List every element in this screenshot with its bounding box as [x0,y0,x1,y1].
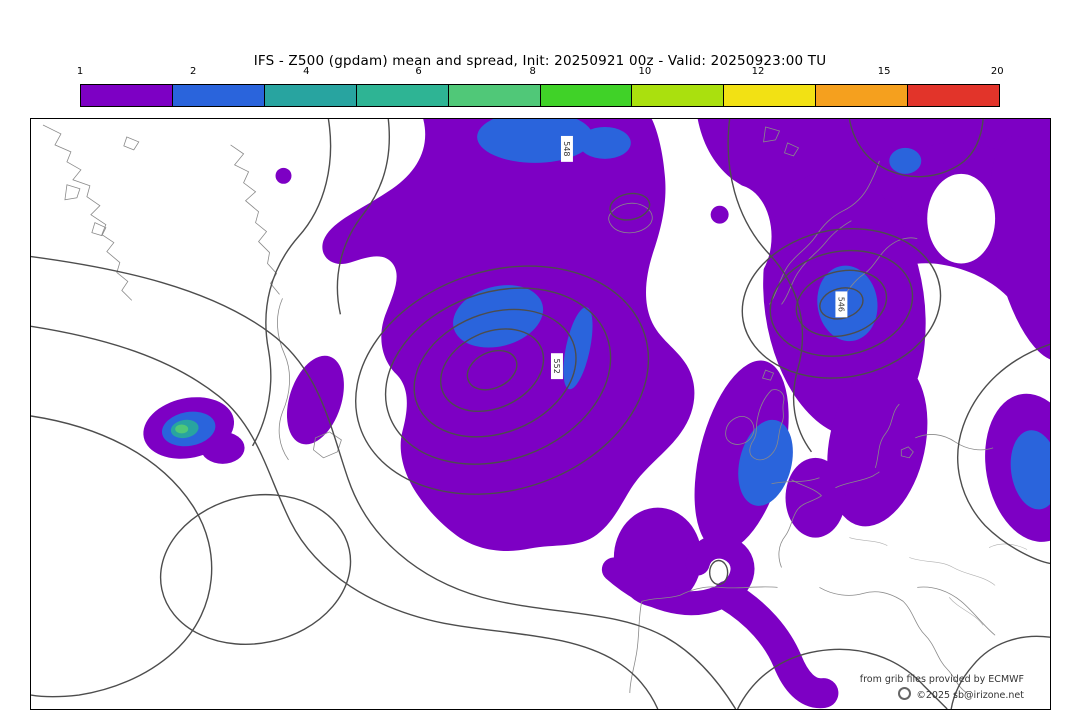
colorbar-cell-3 [356,85,449,106]
colorbar-cell-6 [632,85,725,106]
colorbar-cell-0 [81,85,173,106]
colorbar-cell-2 [264,85,357,106]
attribution-copyright: ©2025 sb@irizone.net [916,690,1024,702]
colorbar-cell-1 [172,85,265,106]
colorbar-cell-9 [908,85,1000,106]
colorbar-cell-5 [540,85,633,106]
svg-text:552: 552 [552,359,561,374]
colorbar-tick-2: 2 [189,66,197,77]
spread-fill-dot [710,205,729,224]
contour-labels: 548 552 546 [550,135,848,380]
height-contours [31,119,1050,709]
colorbar-tick-15: 15 [877,66,891,77]
colorbar-tick-12: 12 [751,66,765,77]
country-borders [849,537,1028,626]
colorbar-tick-8: 8 [529,66,536,77]
colorbar-tick-4: 4 [303,66,310,77]
colorbar-cell-7 [724,85,817,106]
svg-text:548: 548 [562,141,571,156]
colorbar-cell-8 [816,85,909,106]
contour-label-548: 548 [560,135,573,162]
spread-fill-6-8 [175,424,189,434]
map-frame: 548 552 546 from grib files provided by … [30,118,1051,710]
attribution-source: from grib files provided by ECMWF [859,673,1024,685]
contour-label-552: 552 [550,353,563,380]
colorbar-tick-20: 20 [990,66,1004,77]
colorbar-tick-10: 10 [638,66,652,77]
weather-map-svg: 548 552 546 [31,119,1050,709]
colorbar [80,84,1000,107]
irizone-logo-icon [898,687,912,701]
spread-fill-holes [699,173,996,582]
svg-text:546: 546 [836,297,845,312]
contour-label-546: 546 [835,291,848,318]
colorbar-ticks: 1 2 4 6 8 10 12 15 20 [76,66,1004,79]
page-title: IFS - Z500 (gpdam) mean and spread, Init… [253,53,827,69]
attribution: from grib files provided by ECMWF ©2025 … [860,673,1024,704]
colorbar-tick-6: 6 [415,66,422,77]
colorbar-tick-1: 1 [76,66,84,77]
attribution-copyright-row: ©2025 sb@irizone.net [860,687,1024,704]
colorbar-cell-4 [448,85,541,106]
